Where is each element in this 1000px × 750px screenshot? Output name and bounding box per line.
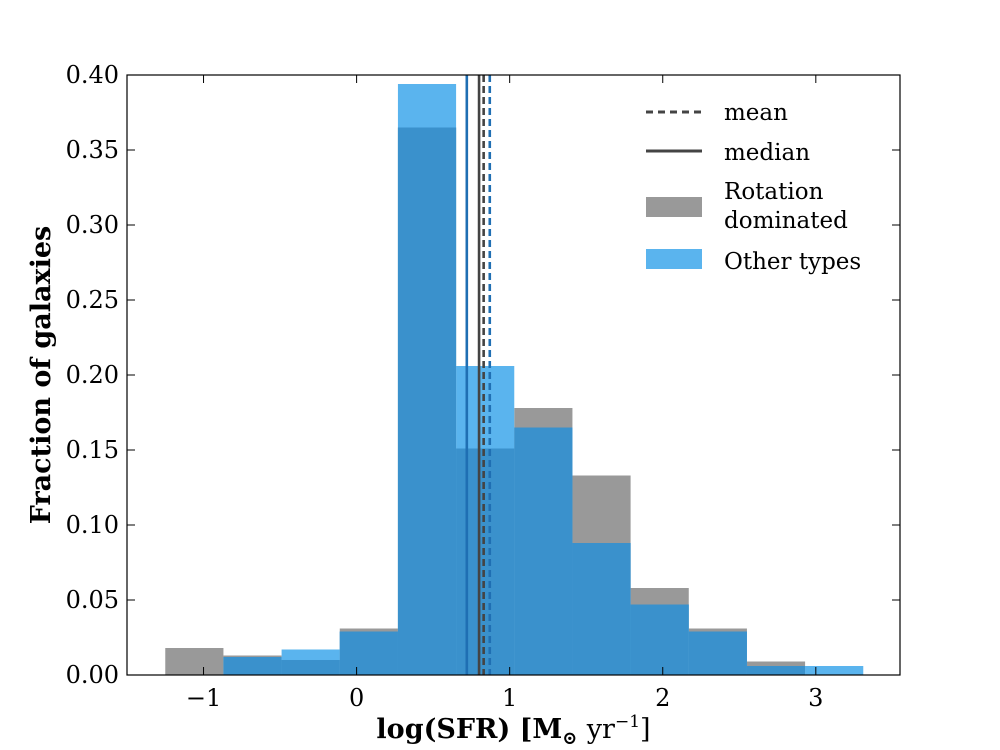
legend-other-label: Other types (724, 249, 861, 275)
legend-median-label: median (724, 140, 810, 166)
x-tick-label-1: 0 (349, 684, 364, 712)
statistic-lines (465, 75, 492, 675)
x-tick-label-3: 2 (655, 684, 670, 712)
overlap-bar-0 (223, 657, 282, 675)
overlap-bar-7 (630, 604, 689, 675)
legend-rotation-label-line2: dominated (724, 208, 848, 234)
y-tick-label-7: 0.35 (66, 136, 119, 164)
y-tick-label-5: 0.25 (66, 286, 119, 314)
x-axis-label: log(SFR) [M⊙ yr−1] (376, 712, 650, 749)
y-axis-label: Fraction of galaxies (26, 226, 57, 525)
overlap-bar-8 (688, 631, 747, 675)
x-axis-label-main: log(SFR) [M (376, 714, 562, 745)
legend-rotation-label-line1: Rotation (724, 179, 824, 205)
rotation-bar-0 (165, 648, 224, 675)
x-tick-label-0: −1 (186, 684, 221, 712)
x-tick-label-2: 1 (502, 684, 517, 712)
legend-other-swatch (646, 249, 702, 269)
x-axis-label-sub: ⊙ (562, 728, 577, 749)
overlap-bar-1 (281, 660, 340, 675)
x-axis-label-close: ] (640, 714, 651, 745)
overlap-bar-3 (397, 127, 457, 675)
x-axis-label-unit: yr (586, 714, 615, 745)
x-tick-label-4: 3 (808, 684, 823, 712)
legend: mean median Rotation dominated Other typ… (646, 100, 861, 275)
overlap-bar-2 (339, 631, 398, 675)
y-tick-label-2: 0.10 (66, 511, 119, 539)
x-axis-label-exp: −1 (615, 712, 640, 732)
overlap-bar-6 (572, 543, 631, 675)
y-tick-label-1: 0.05 (66, 586, 119, 614)
overlap-bar-9 (746, 666, 806, 675)
y-tick-label-6: 0.30 (66, 211, 119, 239)
legend-rotation-swatch (646, 197, 702, 217)
x-axis-label-space (577, 714, 586, 745)
y-tick-label-8: 0.40 (66, 61, 119, 89)
overlap-bar-5 (514, 427, 573, 675)
y-tick-label-3: 0.15 (66, 436, 119, 464)
overlap-bar-4 (456, 448, 515, 675)
legend-mean-label: mean (724, 100, 788, 126)
y-tick-label-4: 0.20 (66, 361, 119, 389)
axis-ticks (127, 74, 900, 676)
axis-tick-labels: −1 0 1 2 3 0.00 0.05 0.10 0.15 0.20 0.25 0.30 0.35 0.… (66, 61, 824, 712)
y-tick-label-0: 0.00 (66, 661, 119, 689)
other-bar-10 (805, 666, 864, 675)
